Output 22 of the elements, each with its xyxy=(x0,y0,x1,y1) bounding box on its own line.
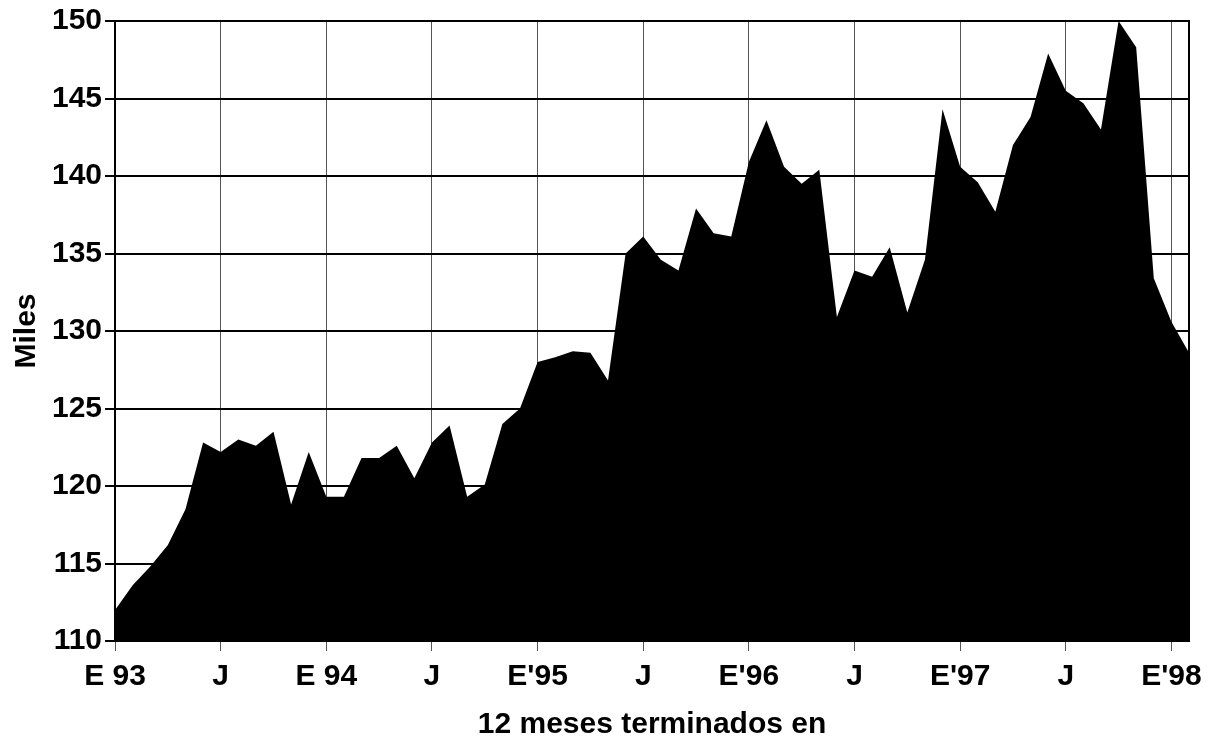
x-tick-label: J xyxy=(846,658,863,692)
x-tick-label: E'96 xyxy=(718,658,780,692)
x-tick-label: E'97 xyxy=(929,658,991,692)
x-tick-label: E'98 xyxy=(1141,658,1202,692)
x-tick-label: J xyxy=(423,658,441,692)
y-axis-title: Miles xyxy=(8,293,42,369)
y-tick-label: 150 xyxy=(51,2,103,36)
x-tick-label: E 94 xyxy=(295,658,358,692)
y-tick-label: 130 xyxy=(51,312,103,346)
y-tick-label: 120 xyxy=(51,467,103,501)
y-tick-label: 125 xyxy=(51,389,103,423)
x-tick-label: J xyxy=(212,658,230,692)
x-tick-label: J xyxy=(1057,658,1075,692)
y-tick-label: 110 xyxy=(53,622,103,656)
x-tick-label: E'95 xyxy=(507,658,568,692)
y-tick-label: 140 xyxy=(51,157,103,191)
y-tick-label: 115 xyxy=(53,544,103,578)
y-tick-label: 145 xyxy=(51,79,103,113)
x-tick-label: J xyxy=(634,658,652,692)
y-tick-label: 135 xyxy=(51,234,103,268)
x-axis-title: 12 meses terminados en xyxy=(477,706,827,740)
x-tick-label: E 93 xyxy=(84,658,146,692)
